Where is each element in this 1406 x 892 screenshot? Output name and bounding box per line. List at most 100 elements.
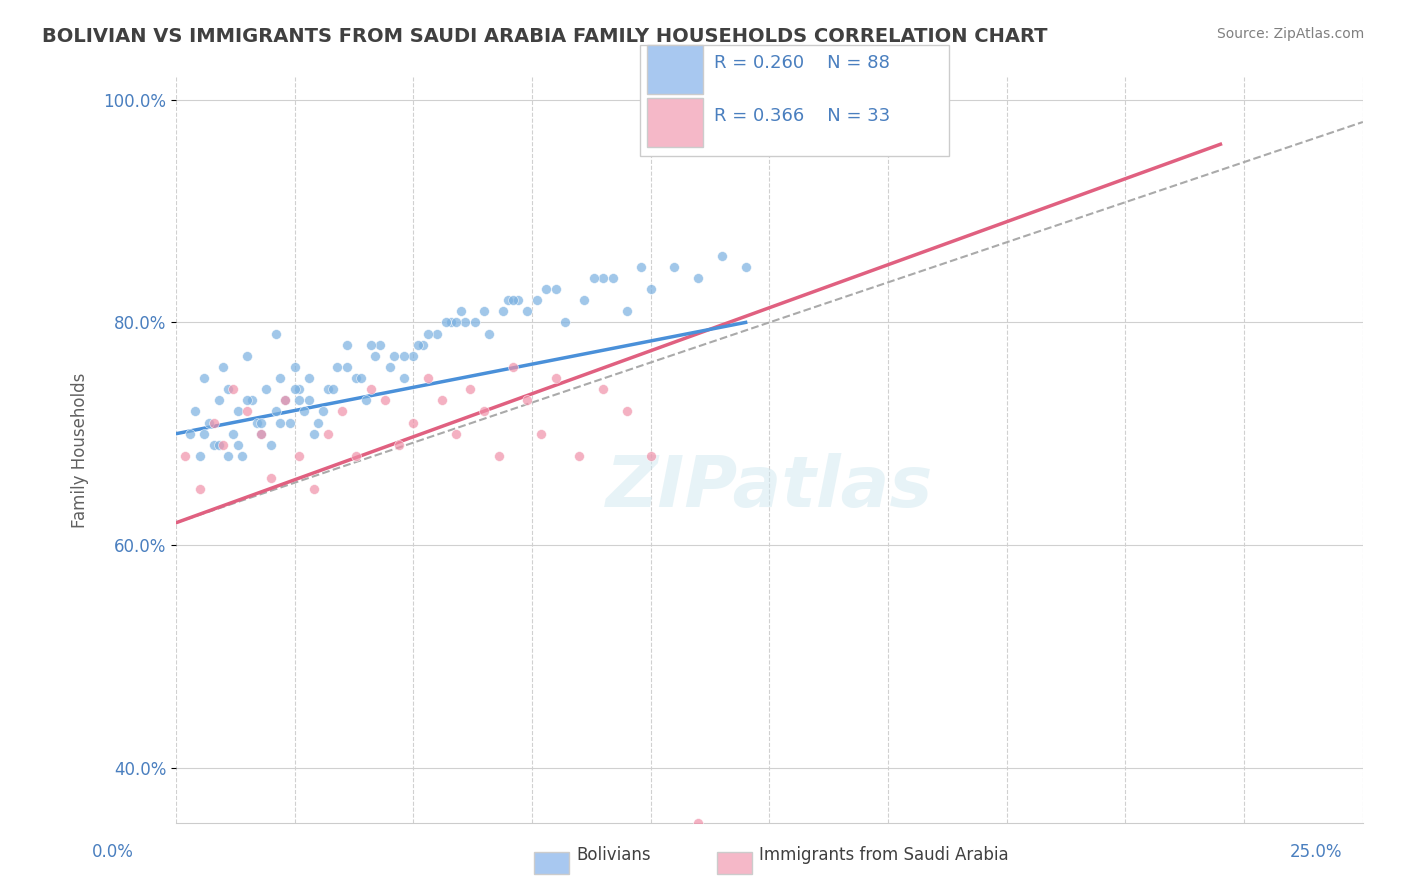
- Point: [207, 393, 229, 408]
- Point: [240, 393, 263, 408]
- Point: [217, 382, 239, 396]
- Point: [260, 438, 283, 452]
- Point: [360, 337, 382, 351]
- Point: [430, 393, 453, 408]
- Point: [734, 260, 756, 274]
- Point: [412, 337, 434, 351]
- Point: [392, 371, 415, 385]
- Point: [222, 382, 245, 396]
- Point: [368, 337, 391, 351]
- Point: [250, 426, 273, 441]
- Point: [298, 371, 321, 385]
- Point: [278, 416, 301, 430]
- Point: [474, 404, 496, 418]
- Point: [502, 293, 524, 307]
- Point: [222, 426, 245, 441]
- Text: ZIPatlas: ZIPatlas: [606, 453, 934, 522]
- Point: [330, 404, 353, 418]
- Point: [664, 260, 686, 274]
- Point: [572, 293, 595, 307]
- Point: [630, 260, 652, 274]
- Text: 0.0%: 0.0%: [91, 843, 134, 861]
- Point: [464, 315, 486, 329]
- Point: [302, 426, 325, 441]
- Point: [193, 371, 215, 385]
- Point: [506, 293, 529, 307]
- Text: R = 0.366    N = 33: R = 0.366 N = 33: [714, 107, 890, 125]
- Point: [592, 382, 614, 396]
- Point: [688, 816, 710, 830]
- Point: [260, 471, 283, 485]
- Point: [207, 438, 229, 452]
- Text: 25.0%: 25.0%: [1291, 843, 1343, 861]
- Point: [198, 416, 221, 430]
- Point: [250, 426, 273, 441]
- Point: [388, 438, 411, 452]
- Point: [402, 416, 425, 430]
- Point: [193, 426, 215, 441]
- Point: [530, 426, 553, 441]
- Point: [254, 382, 277, 396]
- Text: Immigrants from Saudi Arabia: Immigrants from Saudi Arabia: [759, 846, 1010, 863]
- Point: [283, 359, 305, 374]
- Point: [236, 404, 259, 418]
- Point: [450, 304, 472, 318]
- Point: [444, 426, 467, 441]
- Point: [274, 393, 297, 408]
- Point: [406, 337, 429, 351]
- Point: [454, 315, 477, 329]
- Text: BOLIVIAN VS IMMIGRANTS FROM SAUDI ARABIA FAMILY HOUSEHOLDS CORRELATION CHART: BOLIVIAN VS IMMIGRANTS FROM SAUDI ARABIA…: [42, 27, 1047, 45]
- Point: [526, 293, 548, 307]
- Point: [288, 449, 311, 463]
- Point: [269, 371, 291, 385]
- Point: [245, 416, 267, 430]
- Point: [350, 371, 373, 385]
- Point: [288, 393, 311, 408]
- Point: [416, 326, 439, 341]
- Point: [426, 326, 449, 341]
- Point: [322, 382, 344, 396]
- Text: Source: ZipAtlas.com: Source: ZipAtlas.com: [1216, 27, 1364, 41]
- Point: [354, 393, 377, 408]
- Point: [492, 304, 515, 318]
- Point: [592, 271, 614, 285]
- Point: [179, 426, 201, 441]
- Point: [217, 449, 239, 463]
- Point: [544, 282, 567, 296]
- Point: [602, 271, 624, 285]
- Point: [302, 483, 325, 497]
- Point: [710, 249, 733, 263]
- Point: [288, 382, 311, 396]
- Point: [231, 449, 253, 463]
- Y-axis label: Family Households: Family Households: [72, 373, 89, 528]
- Point: [516, 304, 538, 318]
- Point: [360, 382, 382, 396]
- Point: [616, 304, 638, 318]
- Point: [374, 393, 396, 408]
- Point: [312, 404, 335, 418]
- Point: [316, 426, 339, 441]
- Point: [269, 416, 291, 430]
- Text: Bolivians: Bolivians: [576, 846, 651, 863]
- Point: [688, 271, 710, 285]
- Point: [336, 337, 359, 351]
- Point: [292, 404, 315, 418]
- Text: R = 0.260    N = 88: R = 0.260 N = 88: [714, 54, 890, 71]
- Point: [264, 404, 287, 418]
- Point: [478, 326, 501, 341]
- Point: [250, 416, 273, 430]
- Point: [544, 371, 567, 385]
- Point: [316, 382, 339, 396]
- Point: [582, 271, 605, 285]
- Point: [474, 304, 496, 318]
- Point: [236, 349, 259, 363]
- Point: [174, 449, 197, 463]
- Point: [274, 393, 297, 408]
- Point: [226, 404, 249, 418]
- Point: [344, 371, 367, 385]
- Point: [344, 449, 367, 463]
- Point: [488, 449, 510, 463]
- Point: [392, 349, 415, 363]
- Point: [458, 382, 481, 396]
- Point: [616, 404, 638, 418]
